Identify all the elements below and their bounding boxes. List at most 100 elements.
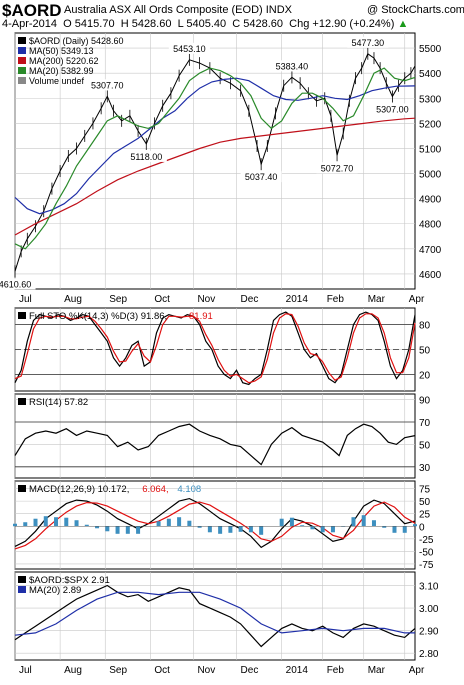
legend-swatch xyxy=(18,47,26,54)
histogram-bar xyxy=(330,526,335,533)
histogram-bar xyxy=(371,520,376,527)
series-line-ma-20- xyxy=(14,591,415,636)
histogram-bar xyxy=(13,523,17,527)
y-tick-label: 90 xyxy=(419,396,431,407)
x-month-label: 2014 xyxy=(286,294,309,305)
x-month-label: Nov xyxy=(197,294,215,305)
legend-swatch xyxy=(18,67,26,74)
annotation-background xyxy=(271,60,313,72)
open-label: O xyxy=(63,18,72,30)
histogram-bar xyxy=(238,526,243,532)
low-label: L xyxy=(177,18,184,30)
legend-entry: MA(20) 5382.99 xyxy=(29,66,94,76)
histogram-bar xyxy=(95,526,100,529)
annotation-background xyxy=(125,150,167,162)
y-tick-label: 70 xyxy=(419,418,431,429)
y-tick-label: 30 xyxy=(419,463,431,474)
annotation-background xyxy=(316,162,358,174)
x-month-label: Aug xyxy=(64,294,82,305)
y-tick-label: 4600 xyxy=(419,270,442,281)
y-tick-label: 5300 xyxy=(419,94,442,105)
y-tick-label: 0 xyxy=(419,522,425,533)
change-label: Chg xyxy=(289,18,310,30)
x-month-label: Nov xyxy=(197,665,215,676)
x-month-label: Apr xyxy=(409,294,425,305)
legend-swatch xyxy=(18,312,26,319)
series-line-ma-50- xyxy=(14,77,416,215)
annotation-background xyxy=(0,278,36,290)
change-value: +12.90 (+0.24%) xyxy=(312,18,395,30)
histogram-bar xyxy=(125,526,130,534)
histogram-bar xyxy=(207,526,212,533)
y-tick-label: 2.80 xyxy=(419,649,439,660)
close-value: 5428.60 xyxy=(243,18,284,30)
price-annotation: 4610.60 xyxy=(0,279,31,289)
y-tick-label: -25 xyxy=(419,535,434,546)
low-value: 5405.40 xyxy=(186,18,227,30)
histogram-bar xyxy=(115,526,120,534)
series-line-macd xyxy=(14,497,416,549)
histogram-bar xyxy=(259,526,264,535)
y-tick-label: 4800 xyxy=(419,220,442,231)
y-tick-label: -75 xyxy=(419,560,434,571)
close-label: C xyxy=(232,18,241,30)
legend-entry: Volume undef xyxy=(29,76,85,86)
y-tick-label: 3.10 xyxy=(419,582,439,593)
panel-frame xyxy=(14,571,416,661)
quote-date: 4-Apr-2014 xyxy=(2,18,58,30)
y-tick-label: 5000 xyxy=(419,170,442,181)
annotation-background xyxy=(347,36,389,48)
y-tick-label: 80 xyxy=(419,321,431,332)
y-tick-label: 5100 xyxy=(419,144,442,155)
legend-entry: Full STO %K(14,3) %D(3) 91.86, xyxy=(29,311,167,322)
x-month-label: Mar xyxy=(368,665,386,676)
legend-swatch xyxy=(18,398,26,405)
legend-swatch xyxy=(18,37,26,44)
legend-entry: RSI(14) 57.82 xyxy=(29,397,88,408)
legend-swatch xyxy=(18,57,26,64)
histogram-bar xyxy=(413,524,417,527)
y-tick-label: 75 xyxy=(419,485,431,496)
annotation-background xyxy=(371,103,413,115)
high-value: 5428.60 xyxy=(131,18,172,30)
histogram-bar xyxy=(197,526,202,528)
x-month-label: Dec xyxy=(241,665,259,676)
histogram-bar xyxy=(33,518,38,527)
histogram-bar xyxy=(43,516,48,527)
series-line-signal xyxy=(14,501,416,550)
panel-frame xyxy=(14,32,416,290)
price-annotation: 5383.40 xyxy=(276,61,309,71)
histogram-bar xyxy=(84,524,89,527)
histogram-bar xyxy=(279,518,284,527)
legend-entry: 4.108 xyxy=(177,484,201,495)
histogram-bar xyxy=(218,526,223,534)
legend-entry: $AORD (Daily) 5428.60 xyxy=(29,36,124,46)
histogram-bar xyxy=(64,517,69,527)
legend-entry: 81.91 xyxy=(189,311,213,322)
y-tick-label: 5400 xyxy=(419,69,442,80)
histogram-bar xyxy=(166,518,171,527)
legend-swatch xyxy=(18,77,26,84)
series-line-rsi-14- xyxy=(14,423,416,466)
series-line--k xyxy=(14,311,416,386)
quote-line: 4-Apr-2014 O 5415.70 H 5428.60 L 5405.40… xyxy=(2,18,408,30)
ticker-symbol: $AORD xyxy=(2,1,62,20)
x-month-label: Sep xyxy=(109,665,127,676)
legend-entry: MA(50) 5349.13 xyxy=(29,46,94,56)
x-month-label: Jul xyxy=(19,294,32,305)
x-month-label: Feb xyxy=(327,294,345,305)
histogram-bar xyxy=(289,517,294,527)
histogram-bar xyxy=(351,517,356,527)
index-name: Australia ASX All Ords Composite (EOD) I… xyxy=(64,4,293,16)
y-tick-label: 4900 xyxy=(419,195,442,206)
legend-entry: MACD(12,26,9) 10.172, xyxy=(29,484,129,495)
y-tick-label: 5500 xyxy=(419,44,442,55)
legend-entry: $AORD:$SPX 2.91 xyxy=(29,575,110,586)
series-line--aord-daily- xyxy=(14,53,416,272)
x-month-label: Feb xyxy=(327,665,345,676)
legend-entry: MA(200) 5220.62 xyxy=(29,56,99,66)
x-month-label: Jul xyxy=(19,665,32,676)
y-tick-label: 20 xyxy=(419,370,431,381)
histogram-bar xyxy=(187,520,192,527)
